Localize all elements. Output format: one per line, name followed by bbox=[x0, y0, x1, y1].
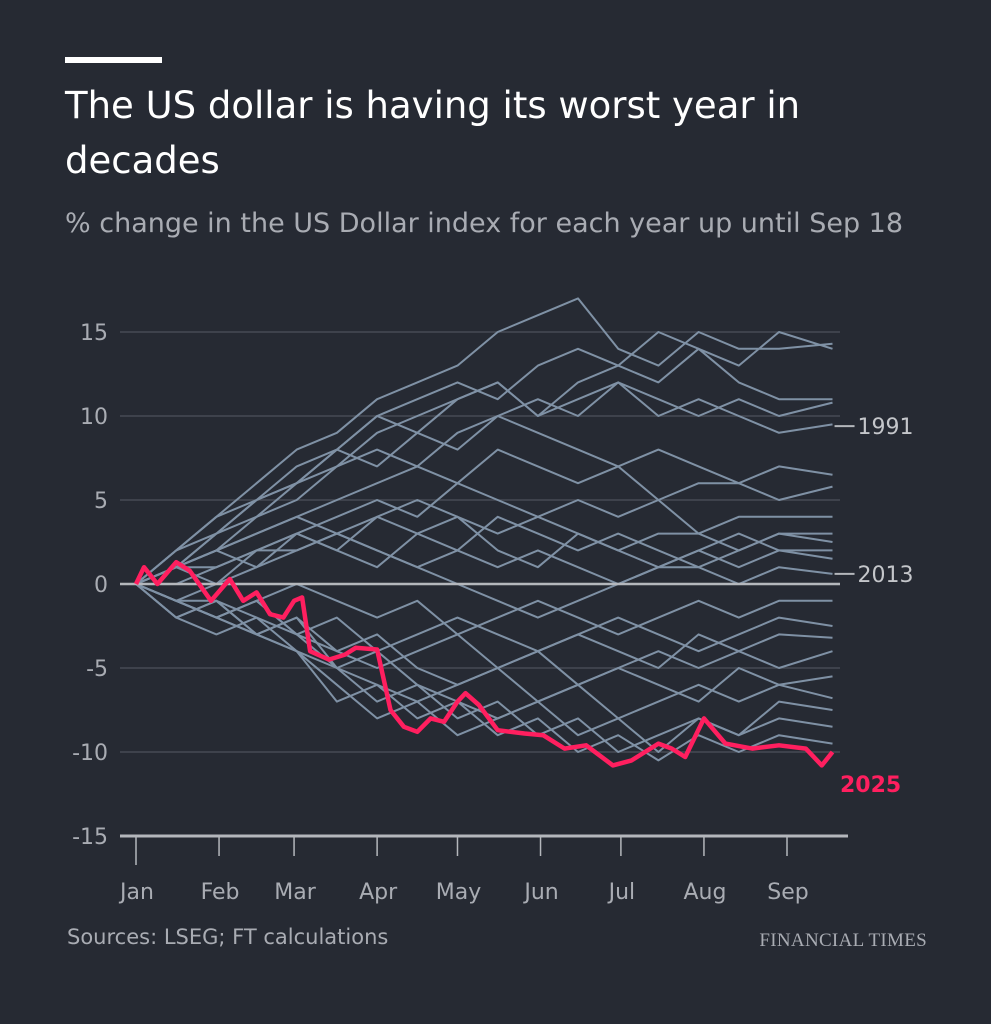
chart-subtitle: % change in the US Dollar index for each… bbox=[65, 208, 904, 239]
y-tick-label: -15 bbox=[72, 825, 108, 850]
brand-logo: FINANCIAL TIMES bbox=[759, 930, 927, 951]
chart-title: The US dollar is having its worst year i… bbox=[65, 84, 801, 182]
series-line-2025 bbox=[133, 559, 835, 768]
series-line-2013 bbox=[135, 515, 833, 619]
y-tick-label: 10 bbox=[80, 405, 108, 430]
series-line bbox=[135, 415, 833, 585]
series-line bbox=[135, 583, 833, 703]
series-line bbox=[135, 583, 833, 762]
series-line bbox=[135, 583, 833, 720]
series-line bbox=[135, 583, 833, 653]
y-tick-label: -10 bbox=[72, 741, 108, 766]
x-tick-label: Feb bbox=[201, 880, 240, 905]
x-tick-label: Jul bbox=[607, 880, 636, 905]
series-line bbox=[135, 515, 833, 602]
x-tick-label: Mar bbox=[274, 880, 316, 905]
series-line bbox=[136, 499, 833, 585]
y-tick-label: 5 bbox=[94, 489, 108, 514]
x-tick-label: Jun bbox=[522, 880, 558, 905]
y-tick-label: -5 bbox=[86, 657, 108, 682]
x-tick-label: Jan bbox=[118, 880, 154, 905]
series-line-1991 bbox=[135, 381, 833, 585]
x-tick-label: May bbox=[436, 880, 481, 905]
series-line bbox=[135, 381, 833, 585]
y-tick-label: 0 bbox=[94, 573, 108, 598]
annotation-2013: 2013 bbox=[858, 563, 914, 588]
series-line bbox=[135, 297, 833, 585]
series-line bbox=[135, 347, 833, 585]
x-tick-label: Sep bbox=[767, 880, 808, 905]
x-tick-label: Apr bbox=[359, 880, 398, 905]
annotation-2025: 2025 bbox=[840, 773, 901, 798]
x-tick-label: Aug bbox=[683, 880, 726, 905]
source-note: Sources: LSEG; FT calculations bbox=[67, 925, 389, 949]
annotation-1991: 1991 bbox=[858, 415, 914, 440]
series-line bbox=[135, 482, 833, 585]
title-accent-bar bbox=[65, 57, 162, 63]
series-line bbox=[135, 532, 833, 585]
y-tick-label: 15 bbox=[80, 321, 108, 346]
